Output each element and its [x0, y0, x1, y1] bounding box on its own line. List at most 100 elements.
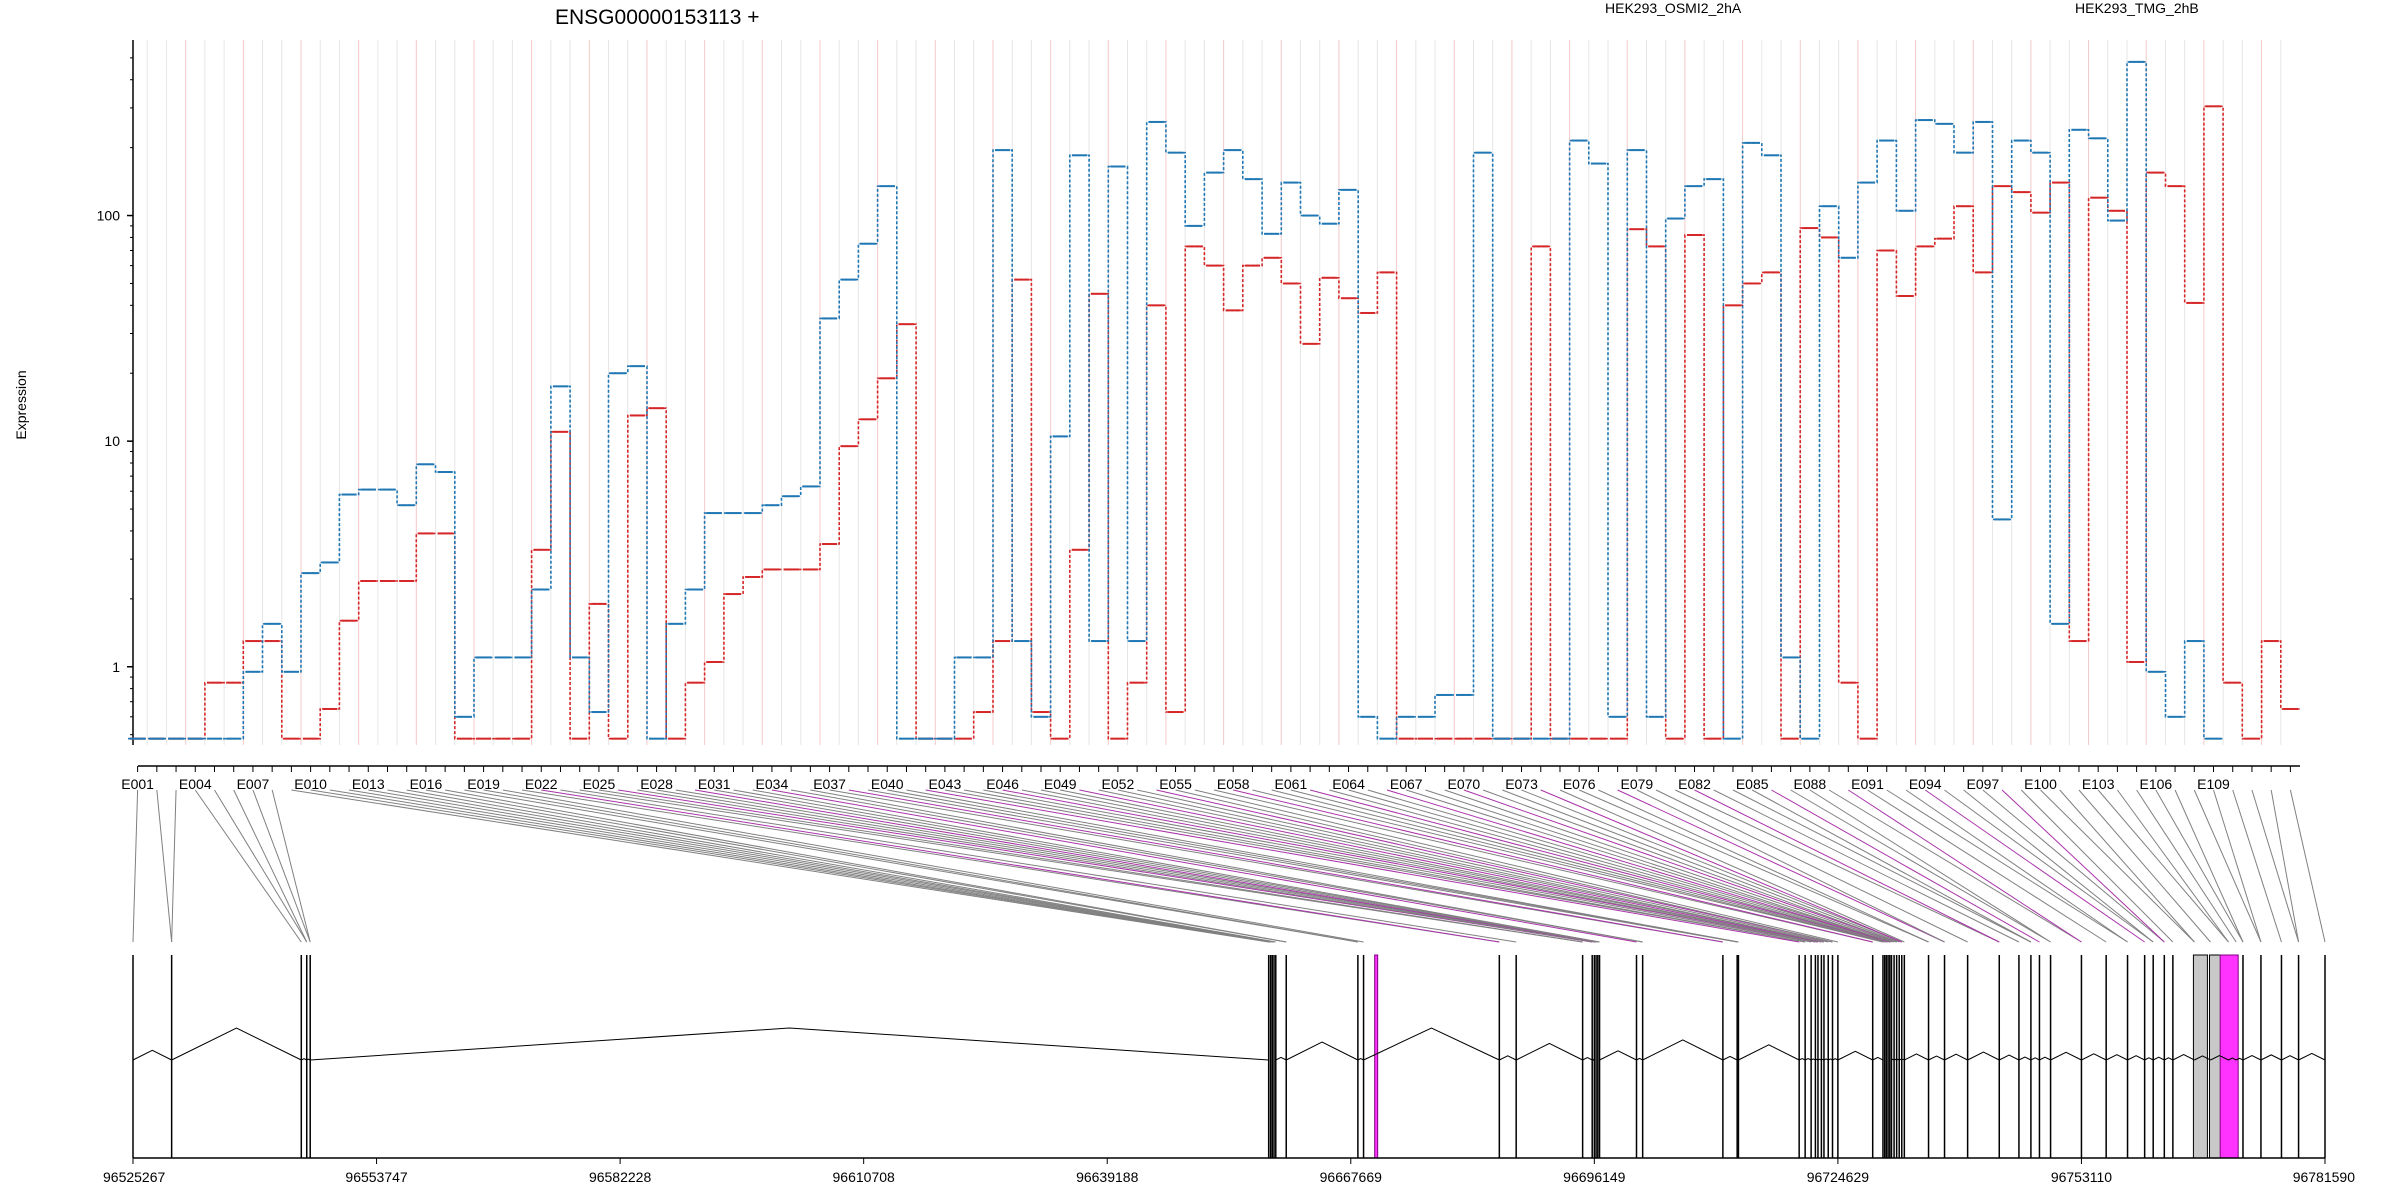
- exon-block: [1998, 955, 2001, 1158]
- series-line-b: [128, 61, 2224, 740]
- intron-line: [1363, 1027, 1500, 1061]
- intron-line: [1798, 1057, 1806, 1061]
- exon-connector: [2174, 789, 2244, 943]
- exon-connector: [1060, 789, 1819, 943]
- exon-connector: [132, 789, 139, 943]
- exon-connector: [2270, 789, 2300, 943]
- intron-line: [2152, 1056, 2165, 1061]
- intron-line: [2235, 1057, 2244, 1061]
- exon-connector: [1021, 789, 1816, 943]
- exon-label: E013: [352, 776, 385, 792]
- exon-connector: [1079, 789, 1822, 943]
- exon-block: [1943, 955, 1946, 1158]
- exon-connector: [271, 789, 311, 943]
- exon-block: [1885, 955, 1888, 1158]
- exon-block: [2297, 955, 2300, 1158]
- intron-line: [2298, 1052, 2326, 1061]
- intron-line: [2228, 1057, 2237, 1061]
- expression-series: [128, 60, 2300, 740]
- exon-connector: [1271, 789, 1884, 943]
- exon-connector: [906, 789, 1739, 943]
- exon-connector: [1636, 789, 1945, 943]
- exon-block: [1597, 955, 1599, 1158]
- exon-connector: [1117, 789, 1825, 943]
- intron-line: [2281, 1055, 2299, 1061]
- intron-line: [1898, 1058, 1902, 1061]
- exon-connector: [637, 789, 1593, 943]
- exon-connector: [521, 789, 1500, 943]
- intron-line: [301, 1058, 307, 1061]
- exon-block: [2242, 955, 2244, 1158]
- exon-connector: [1137, 789, 1829, 943]
- exon-label: E007: [237, 776, 270, 792]
- exon-connector: [1886, 789, 2128, 943]
- exon-connector: [867, 789, 1738, 943]
- exon-block: [1895, 955, 1898, 1158]
- exon-connector: [1809, 789, 2051, 943]
- exon-connector: [983, 789, 1812, 943]
- intron-line: [1896, 1058, 1900, 1061]
- exon-connector: [1982, 789, 2165, 943]
- intron-line: [2144, 1057, 2154, 1061]
- exon-connector: [1175, 789, 1833, 943]
- exon-label: E052: [1102, 776, 1135, 792]
- intron-line: [2039, 1056, 2051, 1061]
- exon-block: [1804, 955, 1806, 1158]
- exon-block: [2172, 955, 2174, 1158]
- exon-connector: [694, 789, 1597, 943]
- intron-line: [1810, 1058, 1816, 1061]
- exon-block: [1591, 955, 1593, 1158]
- exon-connector: [1848, 789, 2082, 943]
- exon-label: E103: [2082, 776, 2115, 792]
- exon-connector: [1329, 789, 1887, 943]
- exon-connector: [1751, 789, 2032, 943]
- exon-connector: [2155, 789, 2244, 943]
- exon-block: [1927, 955, 1930, 1158]
- genomic-tick-label: 96639188: [1076, 1169, 1139, 1185]
- exon-grid-lines: [146, 40, 2282, 745]
- exon-connector: [2289, 789, 2326, 943]
- exon-connector: [925, 789, 1800, 943]
- exon-block: [1736, 955, 1738, 1158]
- exon-connector: [1867, 789, 2107, 943]
- exon-label: E040: [871, 776, 904, 792]
- intron-line: [1904, 1053, 1929, 1061]
- intron-line: [2260, 1054, 2282, 1061]
- exon-label: E046: [986, 776, 1019, 792]
- exon-connector: [2213, 789, 2262, 943]
- intron-line: [1967, 1051, 2000, 1061]
- exon-connectors: [132, 789, 2326, 943]
- exon-block: [1890, 955, 1893, 1158]
- exon-label: E073: [1505, 776, 1538, 792]
- exon-label: E082: [1678, 776, 1711, 792]
- intron-line: [1837, 1050, 1873, 1061]
- exon-connector: [1386, 789, 1890, 943]
- exon-block: [2105, 955, 2107, 1158]
- exon-connector: [618, 789, 1593, 943]
- exon-label: E034: [756, 776, 789, 792]
- intron-line: [1901, 1058, 1905, 1061]
- genomic-tick-label: 96582228: [589, 1169, 652, 1185]
- genomic-coordinate-axis: 96525267 96553747 96582228 96610708 96639188…: [103, 1157, 2355, 1185]
- exon-block: [1498, 955, 1501, 1158]
- intron-line: [1821, 1058, 1825, 1061]
- exon-connector: [1463, 789, 1897, 943]
- exon-connector: [598, 789, 1583, 943]
- exon-block: [1515, 955, 1517, 1158]
- genomic-tick-label: 96753110: [2051, 1169, 2112, 1185]
- exon-block: [2143, 955, 2146, 1158]
- exon-connector: [733, 789, 1600, 943]
- exon-block: [1817, 955, 1819, 1158]
- exon-label: E070: [1448, 776, 1481, 792]
- y-tick-label: 10: [104, 433, 120, 449]
- exon-label: E028: [640, 776, 673, 792]
- exon-connector: [2193, 789, 2262, 943]
- intron-line: [1828, 1058, 1833, 1061]
- exon-label: E016: [410, 776, 443, 792]
- genomic-tick-label: 96610708: [833, 1169, 896, 1185]
- intron-line: [171, 1027, 302, 1061]
- exon-block: [1275, 955, 1277, 1158]
- exon-connector: [1924, 789, 2145, 943]
- exon-block: [1823, 955, 1825, 1158]
- genomic-tick-label: 96724629: [1807, 1169, 1870, 1185]
